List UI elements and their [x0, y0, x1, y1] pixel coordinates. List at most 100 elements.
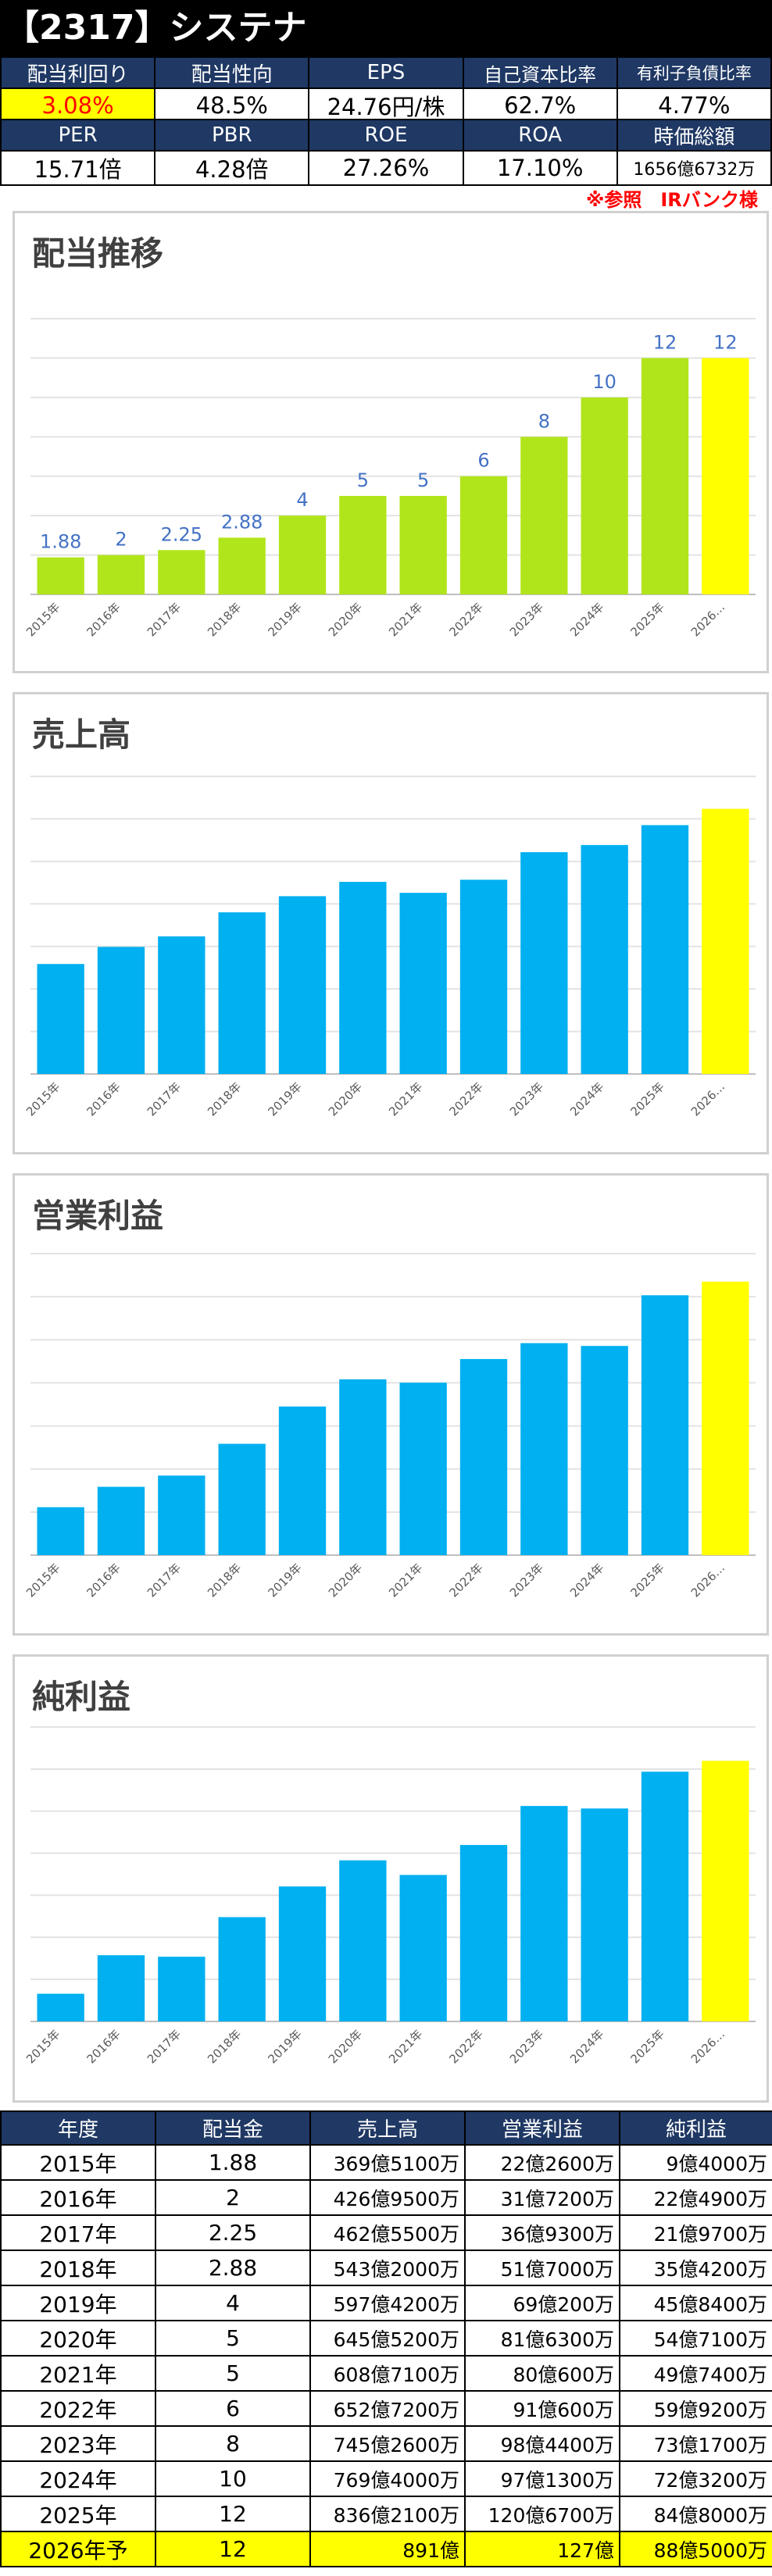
x-tick-label: 2022年: [446, 600, 485, 639]
dividend-chart: 2015年 1.88 2016年 2 2017年 2.25 2018年 2.88 2019年 4 2…: [23, 318, 756, 639]
cell-revenue: 645億5200万: [309, 2320, 466, 2357]
dividend-chart-panel: 2015年 1.88 2016年 2 2017年 2.25 2018年 2.88 2019年 4 2…: [13, 211, 769, 673]
table-row: 2022年 6 652億7200万 91億600万 59億9200万: [0, 2390, 772, 2427]
x-tick-label: 2016年: [84, 1561, 123, 1600]
cell-revenue: 426億9500万: [309, 2179, 466, 2216]
data-label: 8: [538, 410, 550, 432]
metric-label-roa: ROA: [462, 119, 618, 152]
bar-2024年: [581, 844, 628, 1074]
cell-year: 2019年: [0, 2285, 156, 2321]
metric-label-eps: EPS: [308, 56, 464, 89]
x-tick-label: 2020年: [326, 1079, 365, 1119]
x-tick-label: 2017年: [145, 600, 184, 639]
x-tick-label: 2025年: [627, 2027, 667, 2066]
metric-label-roe: ROE: [308, 119, 464, 152]
table-row: 2018年 2.88 543億2000万 51億7000万 35億4200万: [0, 2250, 772, 2286]
bar-2023年: [520, 1806, 568, 2021]
table-row: 2023年 8 745億2600万 98億4400万 73億1700万: [0, 2425, 772, 2462]
financial-data-table: 年度 配当金 売上高 営業利益 純利益 2015年 1.88 369億5100万 22…: [0, 2110, 772, 2567]
cell-year: 2015年: [0, 2144, 156, 2181]
dividend-chart-title: 配当推移: [32, 234, 164, 273]
cell-revenue: 462億5500万: [309, 2214, 466, 2251]
x-tick-label: 2022年: [446, 2027, 485, 2066]
operating-profit-chart-panel: 2015年 2016年 2017年 2018年 2019年 2020年 2021年 2022年…: [13, 1173, 769, 1636]
table-row: 2026年予 12 891億 127億 88億5000万: [0, 2531, 772, 2567]
metric-value-per: 15.71倍: [0, 150, 156, 186]
table-row: 2020年 5 645億5200万 81億6300万 54億7100万: [0, 2320, 772, 2357]
cell-dividend: 12: [155, 2531, 311, 2567]
x-tick-label: 2022年: [446, 1561, 485, 1600]
x-tick-label: 2017年: [145, 1079, 184, 1119]
table-row: 2019年 4 597億4200万 69億200万 45億8400万: [0, 2285, 772, 2321]
source-note: ※参照 IRバンク様: [586, 189, 758, 211]
bar-2022年: [459, 476, 508, 594]
cell-revenue: 369億5100万: [309, 2144, 466, 2181]
cell-year: 2023年: [0, 2425, 156, 2462]
table-row: 2017年 2.25 462億5500万 36億9300万 21億9700万: [0, 2214, 772, 2251]
bar-2021年: [399, 1875, 447, 2021]
x-tick-label: 2015年: [23, 1079, 63, 1119]
cell-net-income: 49億7400万: [619, 2355, 772, 2392]
bar-2025年: [641, 1295, 689, 1555]
cell-year: 2021年: [0, 2355, 156, 2392]
x-tick-label: 2023年: [507, 1561, 546, 1600]
metric-label-equity-ratio: 自己資本比率: [462, 56, 618, 89]
bar-2026…: [702, 1761, 749, 2021]
metric-value-payout-ratio: 48.5%: [154, 87, 310, 123]
cell-revenue: 836億2100万: [309, 2496, 466, 2532]
cell-revenue: 652億7200万: [309, 2390, 466, 2427]
x-tick-label: 2023年: [507, 1079, 546, 1119]
bar-2022年: [459, 1358, 508, 1555]
x-tick-label: 2018年: [205, 1079, 244, 1119]
bar-2024年: [581, 1346, 628, 1555]
x-tick-label: 2015年: [23, 600, 63, 639]
x-tick-label: 2020年: [326, 1561, 365, 1600]
metric-label-payout-ratio: 配当性向: [154, 56, 310, 89]
x-tick-label: 2018年: [205, 1561, 244, 1600]
x-tick-label: 2025年: [627, 1079, 667, 1119]
cell-net-income: 88億5000万: [619, 2531, 772, 2567]
bar-2016年: [97, 947, 145, 1074]
revenue-chart: 2015年 2016年 2017年 2018年 2019年 2020年 2021年 2022年…: [23, 776, 756, 1119]
bar-2018年: [218, 912, 266, 1074]
x-tick-label: 2015年: [23, 2027, 63, 2066]
cell-dividend: 10: [155, 2460, 311, 2497]
cell-year: 2026年予: [0, 2531, 156, 2567]
bar-2017年: [158, 1957, 206, 2021]
bar-2024年: [581, 1808, 628, 2021]
bar-2026…: [702, 1281, 749, 1555]
bar-2019年: [278, 896, 327, 1074]
x-tick-label: 2019年: [265, 600, 304, 639]
x-tick-label: 2021年: [386, 2027, 425, 2066]
cell-dividend: 8: [155, 2425, 311, 2462]
data-label: 5: [357, 469, 369, 491]
x-tick-label: 2018年: [205, 2027, 244, 2066]
x-tick-label: 2021年: [386, 600, 425, 639]
cell-year: 2024年: [0, 2460, 156, 2497]
metric-label-pbr: PBR: [154, 119, 310, 152]
cell-year: 2018年: [0, 2250, 156, 2286]
x-tick-label: 2024年: [567, 1561, 606, 1600]
x-tick-label: 2017年: [145, 2027, 184, 2066]
cell-operating-profit: 51億7000万: [464, 2250, 620, 2286]
table-header-dividend: 配当金: [155, 2110, 311, 2146]
bar-2015年: [37, 1993, 84, 2021]
net-income-chart-panel: 2015年 2016年 2017年 2018年 2019年 2020年 2021年 2022年…: [13, 1654, 769, 2103]
operating-profit-chart: 2015年 2016年 2017年 2018年 2019年 2020年 2021年 2022年…: [23, 1253, 756, 1600]
x-tick-label: 2021年: [386, 1561, 425, 1600]
bar-2019年: [278, 1886, 327, 2021]
metric-label-dividend-yield: 配当利回り: [0, 56, 156, 89]
metric-label-per: PER: [0, 119, 156, 152]
bar-2020年: [339, 1860, 387, 2021]
x-tick-label: 2016年: [84, 1079, 123, 1119]
data-label: 5: [417, 469, 429, 491]
cell-year: 2016年: [0, 2179, 156, 2216]
metric-value-roa: 17.10%: [462, 150, 618, 186]
cell-net-income: 35億4200万: [619, 2250, 772, 2286]
x-tick-label: 2024年: [567, 1079, 606, 1119]
x-tick-label: 2021年: [386, 1079, 425, 1119]
net-income-chart-title: 純利益: [32, 1678, 131, 1716]
x-tick-label: 2023年: [507, 600, 546, 639]
x-tick-label: 2015年: [23, 1561, 63, 1600]
bar-2020年: [339, 495, 387, 594]
